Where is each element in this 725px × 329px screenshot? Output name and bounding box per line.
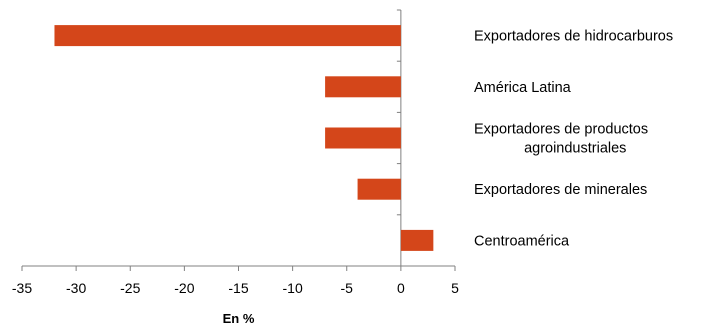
- x-tick-label: 5: [451, 280, 459, 296]
- x-tick-label: -10: [283, 280, 303, 296]
- x-tick-labels: -35 -30 -25 -20 -15 -10 -5 0 5: [12, 280, 459, 296]
- x-axis-title: En %: [223, 311, 255, 326]
- x-tick-label: 0: [397, 280, 405, 296]
- x-tick-label: -25: [120, 280, 140, 296]
- category-label: agroindustriales: [524, 141, 626, 157]
- bar: [54, 25, 401, 47]
- x-tick-label: -20: [174, 280, 194, 296]
- category-label: América Latina: [474, 80, 572, 96]
- x-tick-label: -5: [341, 280, 354, 296]
- x-tick-label: -30: [66, 280, 86, 296]
- x-tick-label: -15: [228, 280, 248, 296]
- bar: [325, 76, 401, 98]
- category-label: Centroamérica: [474, 233, 570, 249]
- bar: [325, 127, 401, 149]
- category-label: Exportadores de minerales: [474, 182, 647, 198]
- bars: [54, 25, 434, 251]
- category-labels: Exportadores de hidrocarburos América Lat…: [474, 29, 673, 250]
- bar: [357, 178, 401, 200]
- category-label: Exportadores de productos: [474, 122, 648, 138]
- category-label: Exportadores de hidrocarburos: [474, 29, 673, 45]
- x-tick-label: -35: [12, 280, 32, 296]
- bar: [400, 229, 434, 251]
